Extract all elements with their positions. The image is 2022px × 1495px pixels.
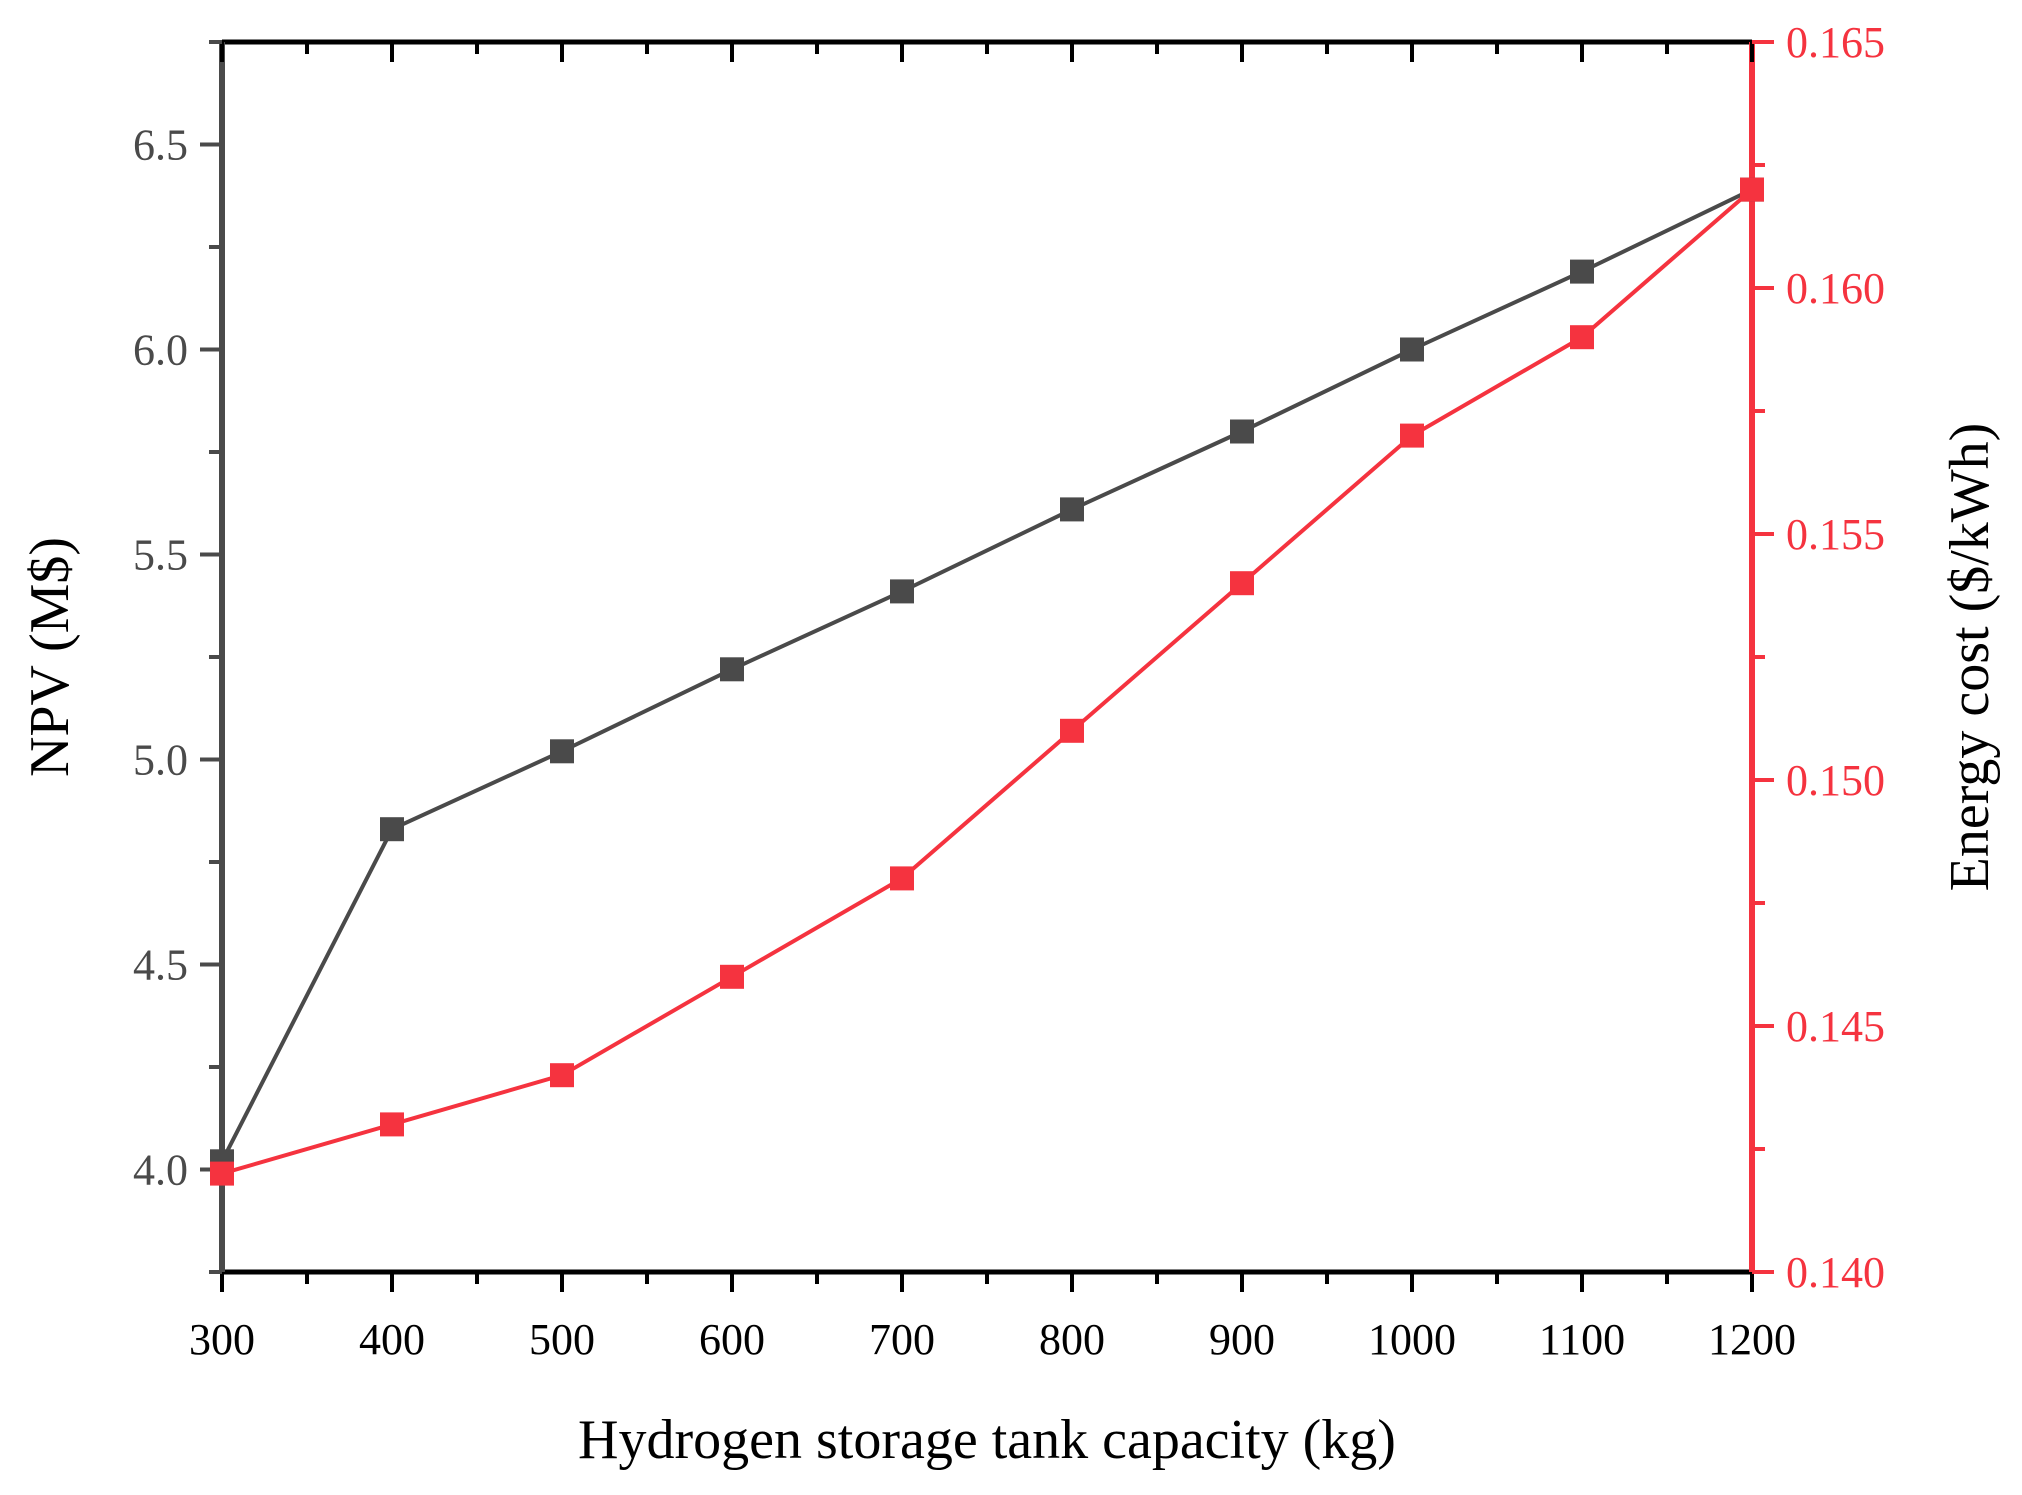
data-point-npv bbox=[890, 579, 914, 604]
x-tick-label: 400 bbox=[359, 1315, 425, 1364]
x-axis-title: Hydrogen storage tank capacity (kg) bbox=[578, 1409, 1396, 1471]
data-point-npv bbox=[1060, 497, 1084, 522]
y-tick-label: 6.0 bbox=[133, 326, 188, 375]
x-tick-label: 500 bbox=[529, 1315, 595, 1364]
x-tick-label: 1200 bbox=[1708, 1315, 1796, 1364]
plot-frame bbox=[219, 39, 1755, 1275]
x-tick-label: 1000 bbox=[1368, 1315, 1456, 1364]
data-point-npv bbox=[550, 739, 574, 764]
y-tick-label: 5.0 bbox=[133, 736, 188, 785]
y2-tick-label: 0.140 bbox=[1786, 1248, 1885, 1297]
data-point-energy-cost bbox=[1400, 423, 1424, 448]
data-point-npv bbox=[1400, 337, 1424, 362]
data-point-energy-cost bbox=[550, 1063, 574, 1088]
y2-tick-label: 0.155 bbox=[1786, 510, 1885, 559]
y2-tick-label: 0.150 bbox=[1786, 756, 1885, 805]
x-tick-label: 900 bbox=[1209, 1315, 1275, 1364]
data-point-energy-cost bbox=[1060, 718, 1084, 743]
left-y-axis-title: NPV (M$) bbox=[19, 537, 81, 777]
y2-tick-label: 0.145 bbox=[1786, 1002, 1885, 1051]
y-tick-label: 4.0 bbox=[133, 1146, 188, 1195]
data-point-energy-cost bbox=[890, 866, 914, 891]
x-tick-label: 300 bbox=[189, 1315, 255, 1364]
y-tick-label: 4.5 bbox=[133, 941, 188, 990]
x-tick-label: 700 bbox=[869, 1315, 935, 1364]
data-point-energy-cost bbox=[720, 964, 744, 989]
series-line-npv bbox=[220, 187, 1753, 1163]
data-point-npv bbox=[720, 657, 744, 682]
y-tick-label: 5.5 bbox=[133, 531, 188, 580]
data-point-energy-cost bbox=[1230, 571, 1254, 596]
data-point-energy-cost bbox=[210, 1161, 234, 1186]
x-tick-label: 800 bbox=[1039, 1315, 1105, 1364]
x-ticks: 300 400 500 600 700 800 900 1000 1100 1200 bbox=[189, 42, 1796, 1364]
x-tick-label: 600 bbox=[699, 1315, 765, 1364]
data-point-energy-cost bbox=[1570, 325, 1594, 350]
series-layer bbox=[210, 177, 1764, 1186]
data-point-npv bbox=[380, 817, 404, 842]
right-y-axis-title: Energy cost ($/kWh) bbox=[1939, 423, 2001, 892]
x-tick-label: 1100 bbox=[1539, 1315, 1625, 1364]
series-line-energy-cost bbox=[221, 188, 1754, 1176]
data-point-npv bbox=[1570, 259, 1594, 284]
data-point-energy-cost bbox=[1740, 177, 1764, 202]
data-point-npv bbox=[1230, 419, 1254, 444]
right-y-ticks: 0.140 0.145 0.150 0.155 0.160 0.165 bbox=[1752, 18, 1885, 1297]
y2-tick-label: 0.160 bbox=[1786, 264, 1885, 313]
y-tick-label: 6.5 bbox=[133, 121, 188, 170]
y2-tick-label: 0.165 bbox=[1786, 18, 1885, 67]
data-point-energy-cost bbox=[380, 1112, 404, 1137]
left-y-ticks: 4.0 4.5 5.0 5.5 6.0 6.5 bbox=[133, 40, 222, 1274]
